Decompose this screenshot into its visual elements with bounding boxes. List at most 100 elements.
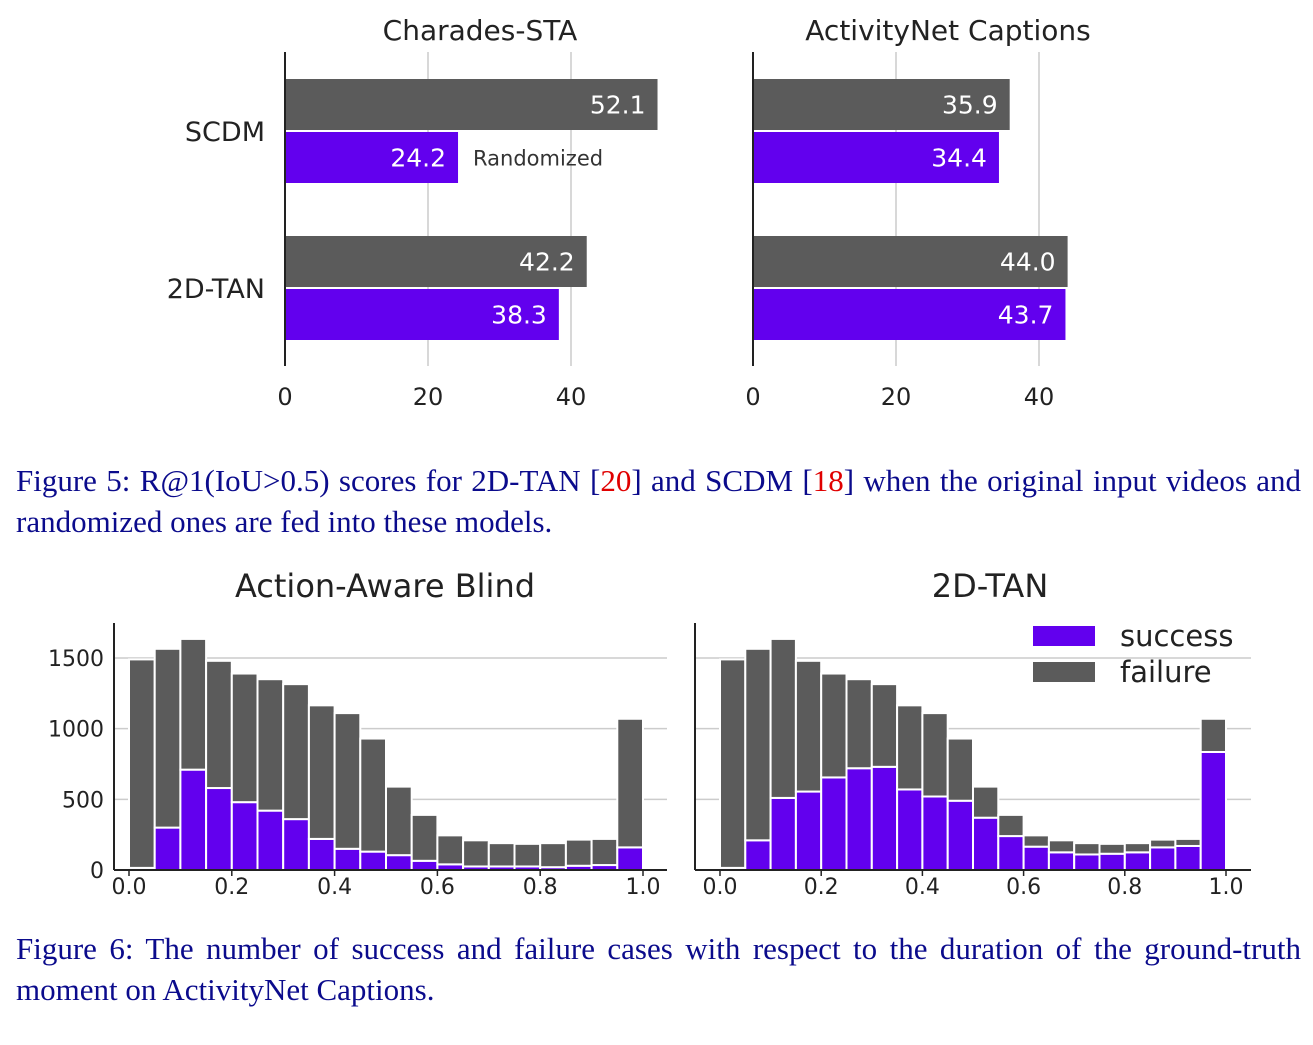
x-tick-label: 20 — [413, 383, 444, 411]
success-bar — [1123, 851, 1152, 871]
success-bar — [1149, 846, 1177, 871]
failure-bar — [1098, 842, 1126, 855]
failure-bar — [333, 712, 362, 850]
data-label: 43.7 — [998, 301, 1054, 330]
chart-title: Action-Aware Blind — [235, 567, 535, 605]
legend-label-success: success — [1120, 619, 1233, 653]
figure-6-text: The number of success and failure cases … — [16, 931, 1301, 1007]
failure-bar — [128, 658, 156, 869]
failure-bar — [179, 637, 208, 771]
category-label: 2D-TAN — [167, 274, 265, 305]
bar — [753, 132, 999, 183]
data-label: 35.9 — [942, 91, 998, 120]
success-bar — [385, 854, 413, 871]
failure-bar — [820, 672, 848, 779]
failure-bar — [385, 785, 413, 857]
failure-bar — [921, 712, 949, 798]
success-bar — [1174, 844, 1202, 871]
success-bar — [307, 837, 336, 872]
bar — [285, 289, 559, 340]
failure-bar — [487, 842, 516, 868]
figure-5-text-b: ] and SCDM [ — [631, 463, 813, 498]
figure-6-caption: Figure 6: The number of success and fail… — [16, 928, 1301, 1010]
figure-5-text-c: ] when the original input videos and ran… — [16, 463, 1301, 539]
failure-bar — [616, 717, 644, 849]
success-bar — [1073, 853, 1101, 871]
failure-bar — [282, 683, 310, 821]
x-tick-label: 0.2 — [214, 875, 249, 900]
legend-swatch-failure — [1033, 662, 1095, 682]
y-tick-label: 500 — [62, 788, 104, 813]
success-bar — [769, 796, 797, 871]
success-bar — [845, 767, 873, 871]
success-bar — [972, 816, 1000, 871]
data-label: 52.1 — [590, 91, 646, 120]
success-bar — [896, 788, 924, 871]
legend-swatch-success — [1033, 626, 1095, 646]
x-tick-label: 0.8 — [1107, 875, 1142, 900]
success-bar — [794, 790, 823, 871]
x-tick-label: 0.6 — [420, 875, 455, 900]
data-label: 24.2 — [390, 144, 446, 173]
success-bar — [153, 826, 182, 871]
failure-bar — [307, 704, 336, 840]
data-label: 34.4 — [931, 144, 987, 173]
figure-5-label: Figure 5: — [16, 463, 131, 498]
failure-bar — [564, 838, 593, 867]
x-tick-label: 40 — [1024, 383, 1055, 411]
data-label: 44.0 — [1000, 248, 1056, 277]
figure-5-caption: Figure 5: R@1(IoU>0.5) scores for 2D-TAN… — [16, 460, 1301, 542]
success-bar — [1047, 851, 1076, 871]
randomized-annotation: Randomized — [473, 147, 603, 171]
failure-bar — [1022, 834, 1050, 848]
success-bar — [256, 809, 285, 872]
success-bar — [1199, 750, 1227, 872]
failure-bar — [590, 837, 619, 867]
y-tick-label: 0 — [90, 859, 104, 884]
failure-bar — [870, 683, 899, 768]
bar — [753, 79, 1010, 130]
x-tick-label: 1.0 — [626, 875, 661, 900]
failure-bar — [946, 737, 975, 802]
x-tick-label: 20 — [881, 383, 912, 411]
failure-bar — [410, 813, 439, 862]
success-bar — [333, 847, 362, 871]
failure-bar — [539, 842, 567, 869]
citation-20-link[interactable]: 20 — [600, 463, 632, 498]
bar — [285, 132, 459, 183]
failure-bar — [230, 672, 259, 804]
x-tick-label: 0.6 — [1006, 875, 1041, 900]
legend-label-failure: failure — [1120, 655, 1212, 689]
failure-bar — [436, 834, 465, 866]
x-tick-label: 0 — [277, 383, 292, 411]
success-bar — [205, 787, 233, 872]
x-tick-label: 40 — [556, 383, 587, 411]
success-bar — [230, 801, 259, 871]
failure-bar — [513, 842, 542, 868]
x-tick-label: 0 — [745, 383, 760, 411]
chart-title: Charades-STA — [383, 14, 578, 47]
failure-bar — [972, 785, 1000, 819]
data-label: 38.3 — [491, 301, 547, 330]
failure-bar — [462, 839, 490, 868]
failure-bar — [256, 678, 285, 812]
success-bar — [921, 795, 949, 871]
success-bar — [870, 765, 899, 871]
failure-bar — [1047, 839, 1076, 854]
success-bar — [1022, 845, 1050, 871]
failure-bar — [719, 658, 747, 869]
success-bar — [820, 776, 848, 872]
bar — [285, 79, 658, 130]
chart-title: 2D-TAN — [932, 567, 1049, 605]
failure-bar — [744, 647, 772, 842]
failure-bar — [1174, 837, 1202, 847]
success-bar — [410, 859, 439, 872]
x-tick-label: 0.0 — [112, 875, 147, 900]
failure-bar — [769, 637, 797, 799]
x-tick-label: 0.4 — [905, 875, 940, 900]
chart-title: ActivityNet Captions — [805, 14, 1090, 47]
success-bar — [1098, 852, 1126, 871]
failure-bar — [1199, 717, 1227, 753]
citation-18-link[interactable]: 18 — [812, 463, 844, 498]
